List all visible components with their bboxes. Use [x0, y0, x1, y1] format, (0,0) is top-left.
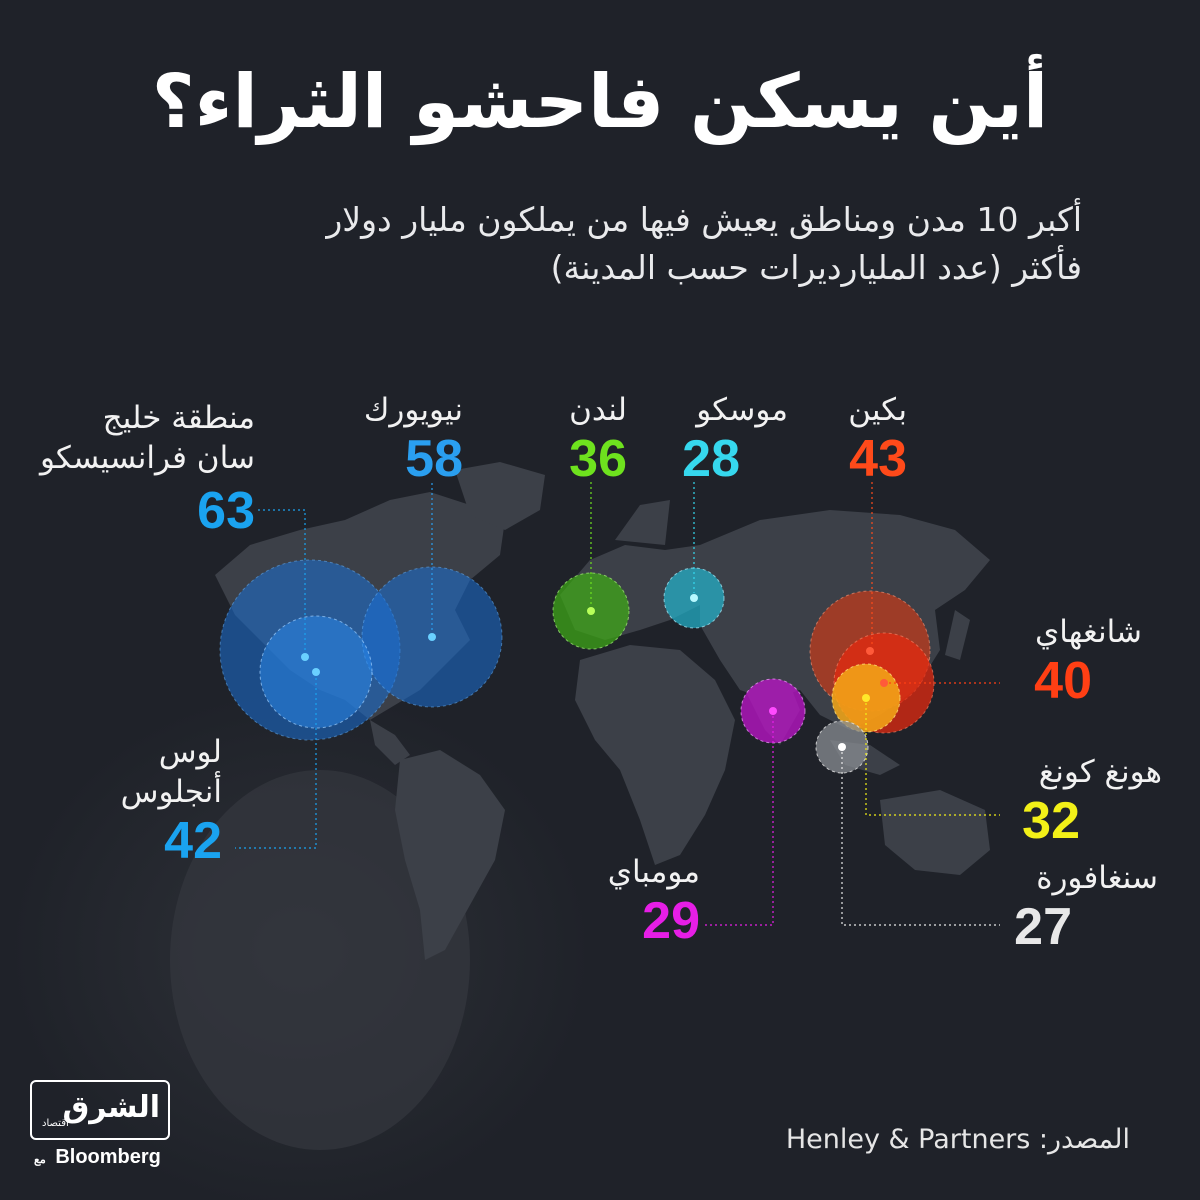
logo-frame: الشرق اقتصاد	[30, 1080, 170, 1140]
page-title: أين يسكن فاحشو الثراء؟	[151, 59, 1049, 145]
city-name: لوس	[158, 734, 222, 770]
city-value: 32	[1022, 792, 1080, 850]
label-beijing: بكين 43	[848, 390, 907, 488]
city-value: 43	[849, 430, 907, 488]
city-name-line2: أنجلوس	[120, 774, 222, 810]
city-value: 63	[197, 482, 255, 540]
page-subtitle: أكبر 10 مدن ومناطق يعيش فيها من يملكون م…	[182, 196, 1082, 292]
logo-sub-text: اقتصاد	[42, 1118, 69, 1129]
subtitle-line-1: أكبر 10 مدن ومناطق يعيش فيها من يملكون م…	[326, 200, 1082, 239]
city-name: نيويورك	[363, 392, 463, 428]
label-los-angeles: لوس أنجلوس 42	[121, 732, 222, 870]
city-name: سنغافورة	[1036, 860, 1158, 896]
city-name-line2: سان فرانسيسكو	[39, 440, 255, 476]
label-singapore: سنغافورة 27	[1014, 858, 1158, 956]
city-value: 42	[164, 812, 222, 870]
city-name: مومباي	[607, 854, 700, 890]
label-london: لندن 36	[569, 390, 627, 488]
label-new-york: نيويورك 58	[364, 390, 463, 488]
label-shanghai: شانغهاي 40	[1034, 612, 1142, 710]
city-dots	[301, 594, 888, 751]
portrait-face	[170, 770, 470, 1150]
label-mumbai: مومباي 29	[608, 852, 700, 950]
city-value: 29	[642, 892, 700, 950]
city-name: شانغهاي	[1034, 614, 1142, 650]
city-value: 36	[569, 430, 627, 488]
label-san-francisco: منطقة خليج سان فرانسيسكو 63	[40, 398, 255, 540]
source-credit: المصدر: Henley & Partners	[785, 1124, 1130, 1155]
city-name: لندن	[569, 392, 627, 428]
city-value: 27	[1014, 898, 1072, 956]
logo-with-text: مع	[34, 1154, 46, 1166]
city-name: منطقة خليج	[102, 400, 255, 436]
city-value: 28	[682, 430, 740, 488]
city-value: 58	[405, 430, 463, 488]
city-value: 40	[1034, 652, 1092, 710]
logo-bloomberg-text: مع Bloomberg	[34, 1146, 161, 1169]
label-moscow: موسكو 28	[682, 390, 788, 488]
asharq-bloomberg-logo: الشرق اقتصاد مع Bloomberg	[30, 1080, 170, 1175]
logo-main-text: الشرق	[62, 1090, 160, 1125]
logo-bloomberg-word: Bloomberg	[55, 1146, 161, 1168]
subtitle-line-2: فأكثر (عدد المليارديرات حسب المدينة)	[550, 248, 1082, 287]
leader-lines	[235, 482, 1000, 926]
city-name: موسكو	[696, 392, 788, 428]
label-hong-kong: هونغ كونغ 32	[1022, 752, 1162, 850]
city-name: هونغ كونغ	[1038, 754, 1162, 790]
city-name: بكين	[848, 392, 907, 428]
